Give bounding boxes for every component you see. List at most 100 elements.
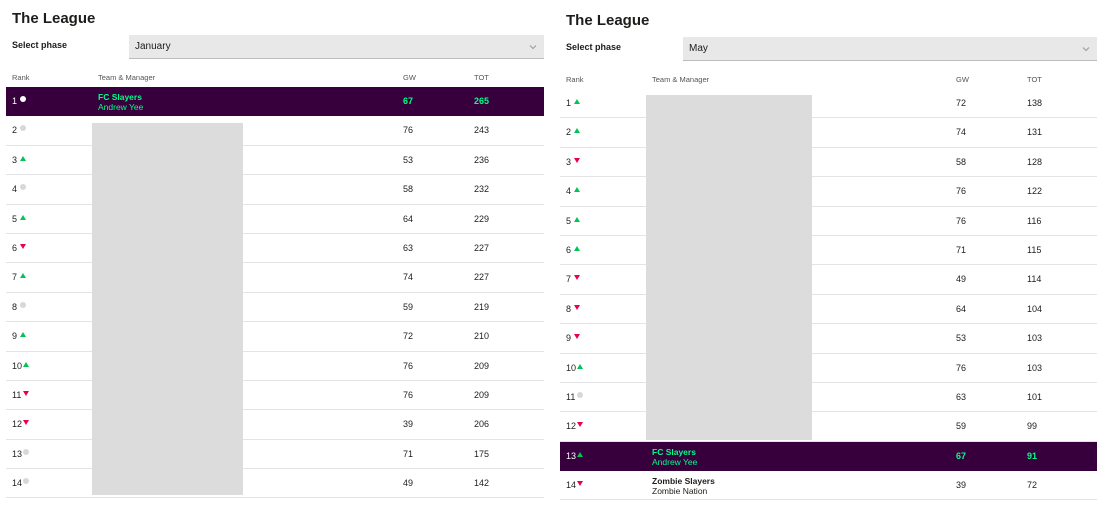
table-row[interactable]: 6 71 115 bbox=[560, 236, 1097, 266]
row-rank: 10 bbox=[12, 360, 23, 371]
row-total-points: 101 bbox=[1027, 391, 1043, 402]
row-rank: 10 bbox=[566, 362, 577, 373]
phase-select-value: January bbox=[135, 41, 171, 52]
table-row[interactable]: 14 49 142 bbox=[6, 469, 544, 499]
team-name: FC Slayers bbox=[98, 92, 142, 102]
table-row[interactable]: 3 53 236 bbox=[6, 146, 544, 176]
row-gw-points: 67 bbox=[403, 96, 414, 106]
row-rank: 1 bbox=[566, 98, 572, 108]
row-gw-points: 76 bbox=[403, 389, 414, 400]
table-row[interactable]: 7 74 227 bbox=[6, 263, 544, 293]
table-row[interactable]: 13 FC Slayers Andrew Yee 67 91 bbox=[560, 441, 1097, 472]
row-gw-points: 76 bbox=[956, 215, 967, 226]
row-gw-points: 76 bbox=[403, 360, 414, 371]
rank-up-icon bbox=[20, 273, 26, 279]
table-row[interactable]: 9 72 210 bbox=[6, 322, 544, 352]
standings-rows: 1 FC Slayers Andrew Yee 67 265 2 76 243 3 53 236 4 5… bbox=[6, 87, 544, 499]
table-row[interactable]: 13 71 175 bbox=[6, 440, 544, 470]
rank-same-icon bbox=[577, 391, 583, 398]
row-total-points: 243 bbox=[474, 125, 490, 136]
table-row[interactable]: 9 53 103 bbox=[560, 324, 1097, 354]
table-row[interactable]: 5 64 229 bbox=[6, 205, 544, 234]
row-total-points: 219 bbox=[474, 301, 490, 312]
phase-select[interactable]: January bbox=[129, 35, 544, 59]
row-rank: 3 bbox=[12, 154, 18, 165]
row-gw-points: 74 bbox=[956, 127, 967, 138]
table-row[interactable]: 1 72 138 bbox=[560, 89, 1097, 119]
row-gw-points: 58 bbox=[956, 156, 967, 167]
rank-same-icon bbox=[20, 125, 26, 132]
manager-name: Andrew Yee bbox=[98, 102, 144, 112]
row-total-points: 209 bbox=[474, 360, 490, 371]
row-gw-points: 76 bbox=[956, 186, 967, 197]
row-rank: 5 bbox=[566, 215, 572, 226]
header-gw: GW bbox=[956, 75, 969, 84]
table-row[interactable]: 10 76 103 bbox=[560, 354, 1097, 383]
row-rank: 1 bbox=[12, 96, 18, 106]
header-team-manager: Team & Manager bbox=[652, 75, 710, 84]
table-row[interactable]: 12 59 99 bbox=[560, 412, 1097, 442]
row-gw-points: 53 bbox=[956, 333, 967, 344]
phase-label: Select phase bbox=[566, 42, 622, 52]
standings-rows: 1 72 138 2 74 131 3 58 128 4 76 122 5 76 116 6 71 115 7 49 1… bbox=[560, 89, 1097, 501]
row-total-points: 142 bbox=[474, 478, 490, 489]
row-team-manager[interactable]: FC Slayers Andrew Yee bbox=[652, 447, 697, 467]
row-total-points: 175 bbox=[474, 448, 490, 459]
row-gw-points: 72 bbox=[956, 98, 967, 108]
table-row[interactable]: 1 FC Slayers Andrew Yee 67 265 bbox=[6, 87, 544, 117]
row-gw-points: 71 bbox=[956, 244, 967, 255]
row-rank: 2 bbox=[12, 125, 18, 136]
rank-down-icon bbox=[20, 243, 26, 249]
table-row[interactable]: 5 76 116 bbox=[560, 207, 1097, 236]
table-row[interactable]: 14 Zombie Slayers Zombie Nation 39 72 bbox=[560, 471, 1097, 501]
rank-up-icon bbox=[574, 187, 580, 193]
header-tot: TOT bbox=[1027, 75, 1042, 84]
table-row[interactable]: 12 39 206 bbox=[6, 410, 544, 440]
table-row[interactable]: 8 59 219 bbox=[6, 293, 544, 323]
row-gw-points: 64 bbox=[403, 213, 414, 224]
table-row[interactable]: 4 58 232 bbox=[6, 175, 544, 205]
rank-up-icon bbox=[574, 245, 580, 251]
table-row[interactable]: 3 58 128 bbox=[560, 148, 1097, 178]
row-rank: 12 bbox=[12, 419, 23, 430]
phase-label: Select phase bbox=[12, 40, 68, 50]
rank-same-icon bbox=[20, 301, 26, 308]
row-gw-points: 53 bbox=[403, 154, 414, 165]
row-team-manager[interactable]: Zombie Slayers Zombie Nation bbox=[652, 476, 715, 496]
table-row[interactable]: 11 63 101 bbox=[560, 383, 1097, 413]
row-gw-points: 49 bbox=[403, 478, 414, 489]
row-total-points: 227 bbox=[474, 272, 490, 283]
table-row[interactable]: 6 63 227 bbox=[6, 234, 544, 264]
header-team-manager: Team & Manager bbox=[98, 73, 156, 82]
rank-down-icon bbox=[577, 422, 583, 428]
league-title: The League bbox=[566, 12, 650, 29]
header-rank: Rank bbox=[12, 73, 30, 82]
phase-select[interactable]: May bbox=[683, 37, 1097, 61]
row-total-points: 103 bbox=[1027, 333, 1043, 344]
rank-down-icon bbox=[574, 275, 580, 281]
row-gw-points: 72 bbox=[403, 331, 414, 342]
rank-down-icon bbox=[23, 420, 29, 426]
table-row[interactable]: 11 76 209 bbox=[6, 381, 544, 411]
phase-selector-row: Select phase May bbox=[560, 37, 1097, 73]
rank-up-icon bbox=[577, 363, 583, 369]
table-row[interactable]: 4 76 122 bbox=[560, 177, 1097, 207]
row-total-points: 103 bbox=[1027, 362, 1043, 373]
rank-up-icon bbox=[20, 155, 26, 161]
row-gw-points: 49 bbox=[956, 274, 967, 285]
row-rank: 3 bbox=[566, 156, 572, 167]
rank-up-icon bbox=[574, 216, 580, 222]
table-row[interactable]: 10 76 209 bbox=[6, 352, 544, 381]
row-total-points: 104 bbox=[1027, 303, 1043, 314]
row-gw-points: 71 bbox=[403, 448, 414, 459]
row-team-manager[interactable]: FC Slayers Andrew Yee bbox=[98, 92, 143, 112]
table-row[interactable]: 2 76 243 bbox=[6, 116, 544, 146]
row-rank: 13 bbox=[566, 450, 577, 461]
rank-same-icon bbox=[23, 448, 29, 455]
table-row[interactable]: 7 49 114 bbox=[560, 265, 1097, 295]
table-row[interactable]: 2 74 131 bbox=[560, 118, 1097, 148]
manager-name: Andrew Yee bbox=[652, 456, 698, 467]
table-row[interactable]: 8 64 104 bbox=[560, 295, 1097, 325]
standings-panel-january: The League Select phase January Rank Tea… bbox=[6, 0, 544, 499]
rank-up-icon bbox=[20, 332, 26, 338]
